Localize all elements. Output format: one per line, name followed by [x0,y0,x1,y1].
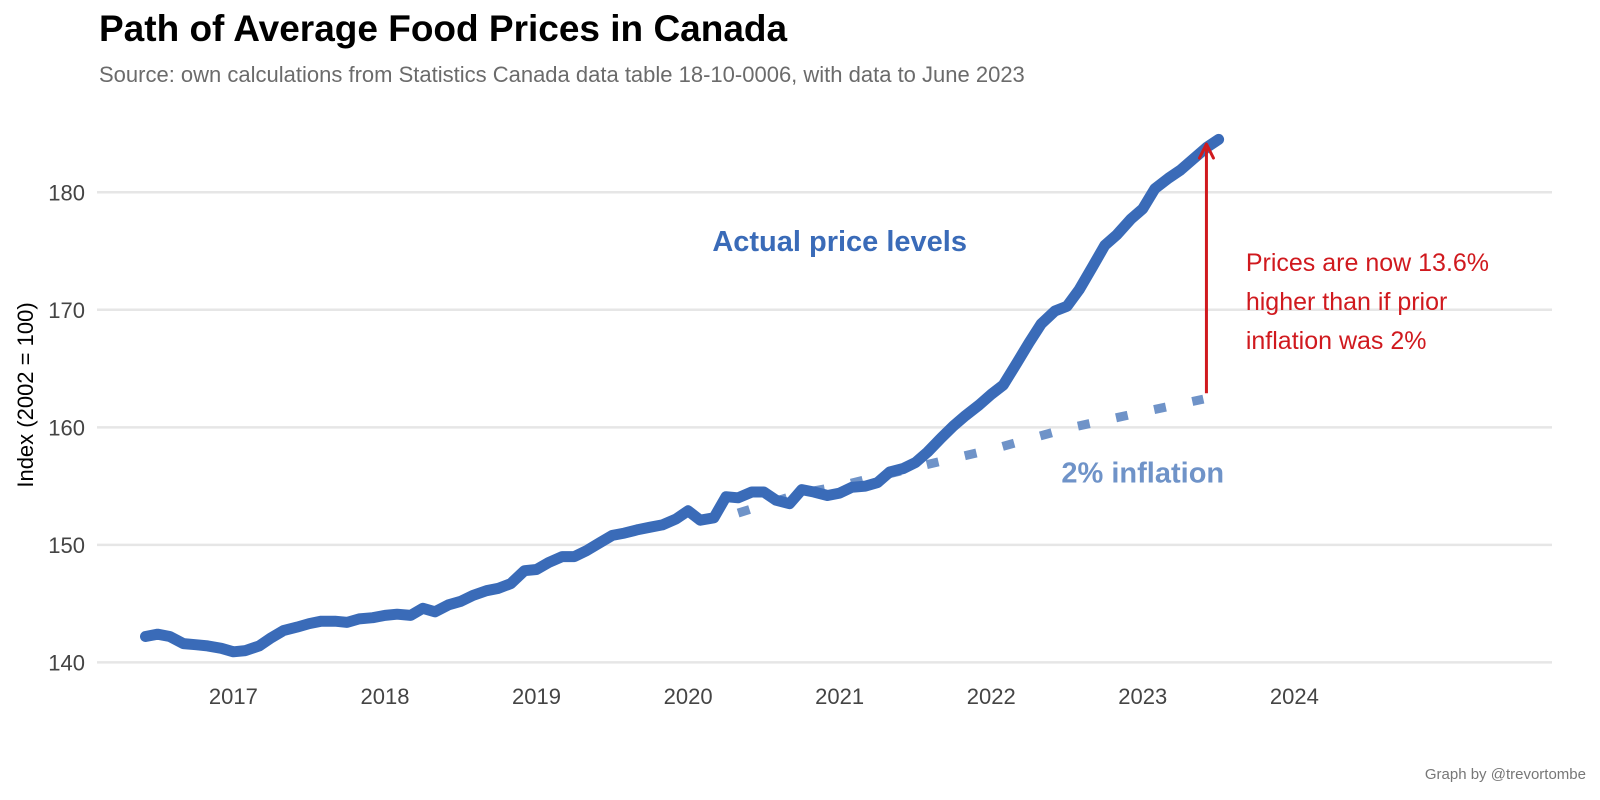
y-axis-label: Index (2002 = 100) [13,302,38,487]
x-tick-label: 2021 [815,684,864,709]
grid [97,191,1552,664]
y-axis-ticks: 140 150 160 170 180 [48,180,85,675]
arrow-head [1197,142,1215,160]
price-gap-note-line: Prices are now 13.6% [1246,249,1489,277]
chart-subtitle: Source: own calculations from Statistics… [99,62,1025,87]
annotations: Actual price levels 2% inflation Prices ar… [712,142,1489,490]
x-tick-label: 2022 [967,684,1016,709]
x-tick-label: 2017 [209,684,258,709]
x-tick-label: 2024 [1270,684,1319,709]
x-axis-ticks: 2017 2018 2019 2020 2021 2022 2023 2024 [209,684,1319,709]
y-tick-label: 140 [48,650,85,675]
actual-price-levels-label: Actual price levels [712,226,967,258]
x-tick-label: 2018 [360,684,409,709]
chart-caption: Graph by @trevortombe [1424,766,1586,783]
y-tick-label: 180 [48,180,85,205]
price-gap-note-line: inflation was 2% [1246,327,1427,355]
y-tick-label: 150 [48,533,85,558]
y-tick-label: 160 [48,415,85,440]
chart-title: Path of Average Food Prices in Canada [99,8,788,49]
x-tick-label: 2019 [512,684,561,709]
y-tick-label: 170 [48,298,85,323]
price-gap-note-line: higher than if prior [1246,288,1448,316]
x-tick-label: 2020 [664,684,713,709]
two-percent-inflation-label: 2% inflation [1061,458,1224,490]
x-tick-label: 2023 [1118,684,1167,709]
series-actual-price-levels-line [140,133,1225,658]
series-layer [140,133,1225,658]
